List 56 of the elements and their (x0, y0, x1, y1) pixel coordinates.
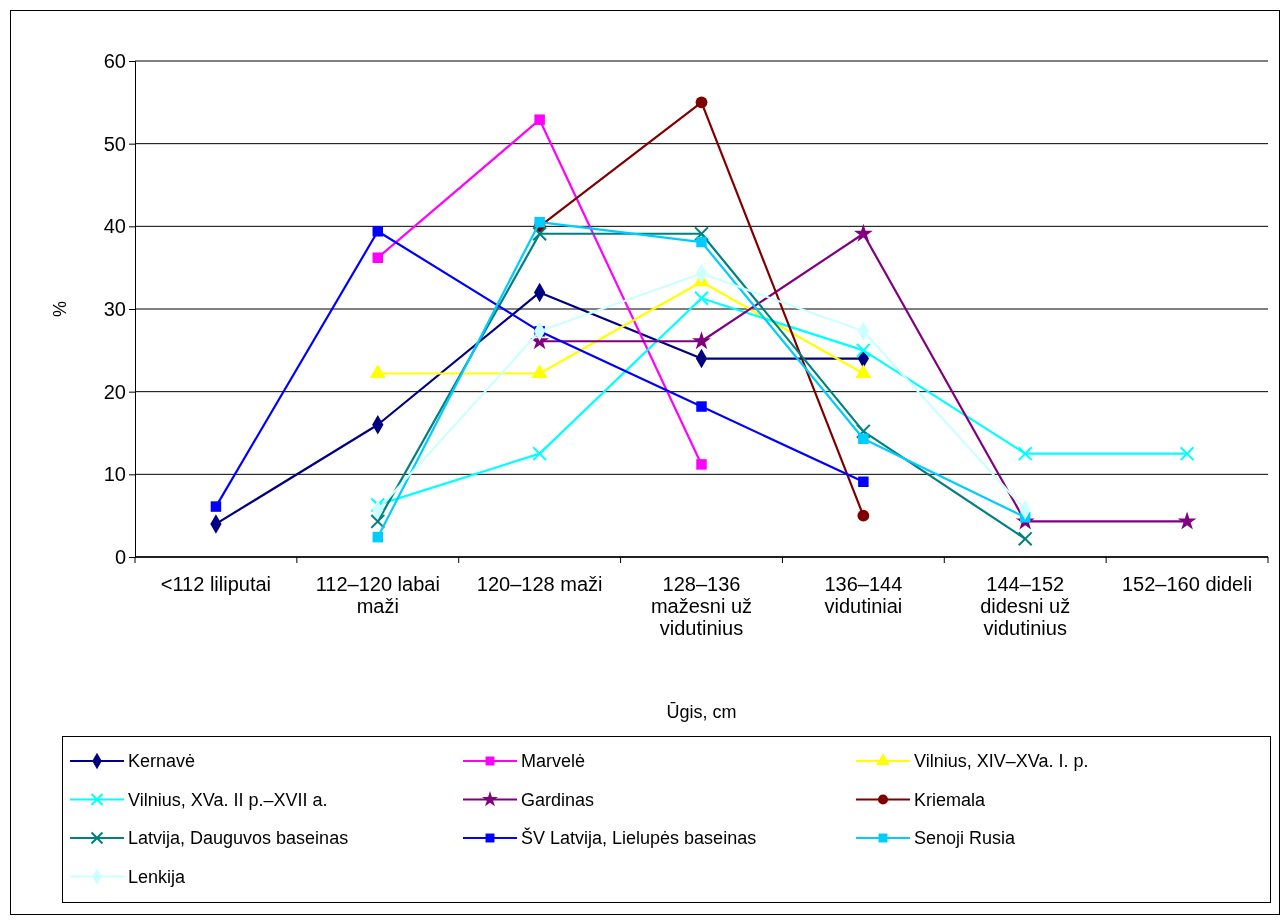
x-axis-title: Ūgis, cm (666, 702, 737, 722)
point (696, 236, 707, 248)
legend-label: Senoji Rusia (914, 828, 1017, 848)
point (855, 423, 871, 439)
point (694, 290, 709, 306)
point (696, 401, 707, 412)
point (853, 223, 873, 242)
legend-label: Kernavė (128, 751, 196, 771)
point (1177, 511, 1197, 530)
y-axis-title: % (50, 300, 70, 318)
point (210, 501, 222, 512)
y-tick-label: 30 (103, 297, 126, 320)
point (372, 252, 384, 263)
x-tick-label: 120–128 maži (476, 573, 603, 595)
point (857, 509, 870, 522)
point (369, 364, 386, 379)
y-tick-label: 0 (114, 545, 126, 568)
x-tick-label: 152–160 dideli (1122, 573, 1253, 595)
point (1017, 446, 1033, 462)
point (372, 531, 384, 543)
x-tick-label: 112–120 labai maži (315, 573, 440, 617)
point (695, 96, 708, 109)
x-tick-label: 144–152 didesni už vidutinius (980, 573, 1071, 639)
point (370, 514, 386, 529)
legend-label: Vilnius, XIV–XVa. I. p. (914, 751, 1089, 771)
point (858, 476, 869, 488)
point (694, 226, 709, 242)
legend-label: Marvelė (521, 751, 586, 771)
x-tick-label: <112 liliputai (160, 573, 272, 595)
y-tick-label: 10 (103, 463, 126, 486)
x-tick-label: 128–136 mažesni už vidutinius (650, 573, 753, 639)
legend-label: Gardinas (521, 789, 595, 810)
legend-label: Kriemala (914, 789, 987, 810)
point (532, 446, 548, 462)
y-tick-label: 60 (103, 49, 126, 72)
y-tick-label: 20 (103, 380, 126, 403)
point (372, 226, 384, 237)
point (534, 216, 545, 228)
point (1179, 446, 1195, 462)
y-tick-label: 40 (103, 215, 126, 238)
point (531, 364, 548, 379)
legend-label: Vilnius, XVa. II p.–XVII a. (128, 789, 328, 810)
point (1017, 531, 1033, 547)
legend-label: ŠV Latvija, Lielupės baseinas (521, 827, 757, 848)
point (370, 497, 386, 513)
point (858, 433, 869, 445)
legend-label: Latvija, Dauguvos baseinas (128, 828, 349, 848)
point (696, 459, 707, 470)
legend-label: Lenkija (128, 866, 187, 887)
point (855, 342, 871, 358)
point (855, 364, 872, 379)
y-tick-label: 50 (103, 132, 126, 155)
point (532, 226, 548, 242)
x-tick-label: 136–144 vidutiniai (824, 573, 903, 617)
point (692, 331, 711, 350)
point (534, 114, 545, 125)
